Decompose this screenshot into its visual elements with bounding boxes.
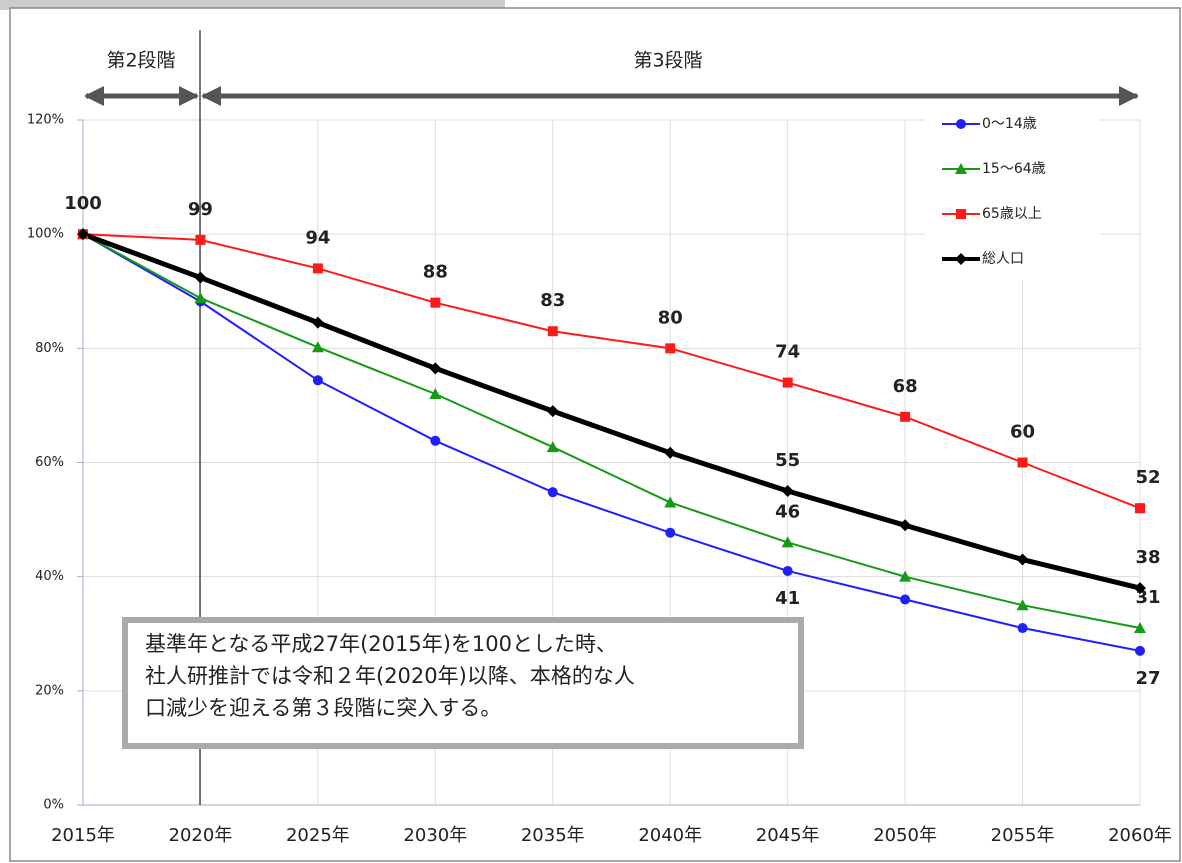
legend-label: 総人口 bbox=[982, 251, 1024, 267]
annotation-line: 口減少を迎える第３段階に突入する。 bbox=[145, 696, 501, 720]
data-label: 55 bbox=[775, 450, 800, 471]
x-tick-label: 2025年 bbox=[286, 825, 350, 846]
point bbox=[546, 441, 559, 453]
point bbox=[664, 446, 677, 459]
x-tick-label: 2045年 bbox=[756, 825, 820, 846]
data-label: 68 bbox=[893, 376, 918, 397]
legend-box bbox=[925, 108, 1100, 280]
point bbox=[956, 119, 966, 129]
point bbox=[899, 570, 912, 582]
series-line bbox=[82, 233, 1141, 510]
x-tick-label: 2020年 bbox=[169, 825, 233, 846]
data-label: 88 bbox=[423, 262, 448, 283]
point bbox=[665, 343, 676, 354]
point bbox=[956, 209, 966, 219]
data-label: 41 bbox=[775, 588, 800, 609]
x-tick-label: 2015年 bbox=[51, 825, 115, 846]
data-label: 27 bbox=[1135, 668, 1160, 689]
point bbox=[312, 375, 323, 386]
point bbox=[547, 487, 558, 498]
point bbox=[194, 271, 207, 284]
point bbox=[782, 565, 793, 576]
point bbox=[430, 435, 441, 446]
y-tick-label: 60% bbox=[35, 455, 64, 470]
point bbox=[782, 377, 793, 388]
point bbox=[900, 411, 911, 422]
point bbox=[1135, 645, 1145, 656]
x-tick-label: 2030年 bbox=[403, 825, 467, 846]
data-label: 100 bbox=[64, 193, 102, 214]
tab bbox=[0, 0, 505, 10]
point bbox=[429, 388, 442, 399]
phase-label: 第2段階 bbox=[106, 50, 175, 72]
x-tick-label: 2035年 bbox=[521, 825, 585, 846]
point bbox=[546, 405, 559, 418]
point bbox=[1135, 503, 1145, 514]
y-tick-label: 120% bbox=[27, 113, 64, 128]
point bbox=[955, 253, 967, 265]
point bbox=[77, 228, 89, 241]
y-tick-label: 100% bbox=[27, 227, 64, 242]
data-label: 83 bbox=[540, 290, 565, 311]
x-tick-label: 2050年 bbox=[873, 825, 937, 846]
y-tick-label: 20% bbox=[35, 683, 64, 698]
point bbox=[429, 362, 442, 375]
phase-label: 第3段階 bbox=[633, 50, 702, 72]
legend-label: 65歳以上 bbox=[982, 206, 1042, 222]
data-label: 38 bbox=[1135, 547, 1160, 568]
legend-label: 15～64歳 bbox=[982, 161, 1046, 177]
series-line bbox=[82, 233, 1141, 652]
x-tick-label: 2060年 bbox=[1108, 825, 1172, 846]
data-label: 80 bbox=[658, 307, 683, 328]
data-label: 94 bbox=[305, 227, 330, 248]
point bbox=[1016, 599, 1029, 611]
point bbox=[312, 263, 323, 274]
y-tick-label: 80% bbox=[35, 341, 64, 356]
data-label: 60 bbox=[1010, 422, 1035, 443]
point bbox=[311, 316, 324, 329]
annotation-line: 基準年となる平成27年(2015年)を100とした時、 bbox=[145, 632, 617, 656]
series-line bbox=[82, 231, 1141, 591]
legend-label: 0～14歳 bbox=[982, 116, 1037, 132]
point bbox=[1016, 553, 1029, 566]
series-line bbox=[82, 233, 1141, 630]
data-label: 74 bbox=[775, 342, 800, 363]
point bbox=[1134, 582, 1146, 595]
point bbox=[781, 485, 794, 498]
point bbox=[955, 163, 967, 174]
x-tick-label: 2040年 bbox=[638, 825, 702, 846]
y-tick-label: 40% bbox=[35, 569, 64, 584]
point bbox=[1017, 623, 1028, 634]
point bbox=[665, 527, 676, 538]
point bbox=[781, 536, 794, 548]
point bbox=[547, 326, 558, 337]
point bbox=[430, 297, 441, 308]
annotation-line: 社人研推計では令和２年(2020年)以降、本格的な人 bbox=[145, 664, 635, 688]
point bbox=[195, 234, 206, 245]
annotation-box bbox=[122, 617, 804, 749]
point bbox=[899, 519, 912, 532]
point bbox=[664, 496, 677, 508]
x-tick-label: 2055年 bbox=[991, 825, 1055, 846]
y-tick-label: 0% bbox=[43, 798, 64, 813]
point bbox=[1017, 457, 1028, 468]
point bbox=[1134, 622, 1146, 634]
point bbox=[311, 341, 324, 353]
data-label: 99 bbox=[188, 199, 213, 220]
data-label: 46 bbox=[775, 501, 800, 522]
data-label: 52 bbox=[1135, 467, 1160, 488]
point bbox=[900, 594, 911, 605]
point bbox=[194, 292, 207, 304]
